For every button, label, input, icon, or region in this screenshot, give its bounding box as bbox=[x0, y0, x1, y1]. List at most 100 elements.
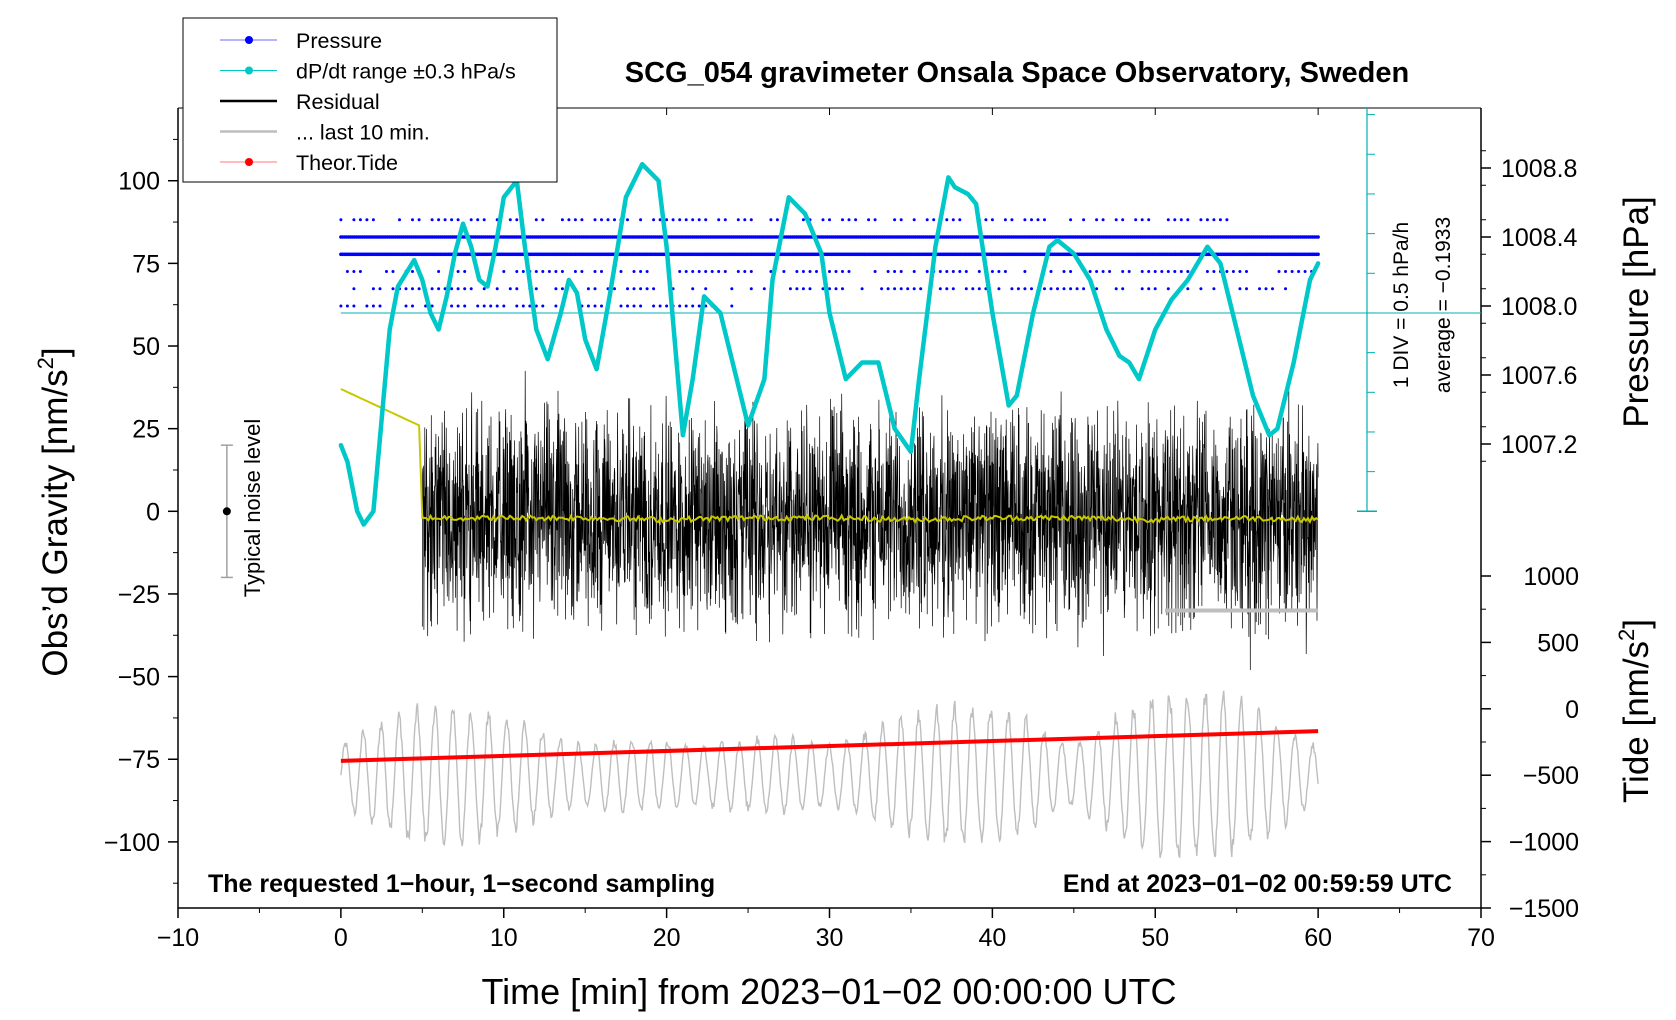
pressure-point bbox=[977, 287, 981, 291]
pressure-point bbox=[1166, 287, 1170, 291]
pressure-point bbox=[723, 270, 727, 273]
pressure-point bbox=[893, 218, 897, 222]
pressure-point bbox=[971, 287, 975, 291]
pressure-point bbox=[775, 218, 779, 222]
pressure-point bbox=[508, 287, 512, 291]
pressure-point bbox=[1121, 287, 1125, 291]
pressure-point bbox=[541, 218, 545, 222]
pressure-point bbox=[828, 218, 831, 222]
pressure-point bbox=[580, 270, 584, 273]
pressure-point bbox=[925, 218, 929, 222]
pressure-point bbox=[736, 270, 740, 273]
legend-label: Residual bbox=[296, 90, 380, 114]
pressure-point bbox=[1258, 287, 1261, 291]
pressure-point bbox=[743, 218, 747, 222]
pressure-point bbox=[958, 270, 962, 273]
pressure-point bbox=[1245, 270, 1248, 273]
pressure-point bbox=[1199, 287, 1203, 291]
pressure-point bbox=[560, 270, 564, 273]
pressure-point bbox=[586, 287, 590, 291]
left-axis-label-main: Obs’d Gravity [nm/s bbox=[36, 369, 75, 676]
pressure-point bbox=[482, 287, 486, 291]
pressure-point bbox=[1179, 218, 1183, 222]
pressure-point bbox=[541, 270, 545, 273]
pressure-point bbox=[437, 287, 441, 291]
pressure-point bbox=[521, 304, 525, 308]
pressure-point bbox=[430, 218, 434, 222]
pressure-point bbox=[801, 287, 805, 291]
pressure-point bbox=[515, 218, 519, 222]
pressure-point bbox=[385, 270, 388, 273]
pressure-point bbox=[1186, 287, 1190, 291]
pressure-point bbox=[671, 218, 675, 222]
pressure-point bbox=[1271, 287, 1274, 291]
pressure-point bbox=[450, 287, 454, 291]
pressure-point bbox=[1173, 218, 1177, 222]
pressure-point bbox=[1186, 218, 1190, 222]
left-axis-label: Obs’d Gravity [nm/s2] bbox=[33, 347, 75, 676]
pressure-point bbox=[893, 270, 897, 273]
pressure-point bbox=[411, 270, 414, 273]
pressure-point bbox=[1140, 270, 1144, 273]
pressure-point bbox=[626, 287, 629, 291]
pressure-point bbox=[456, 287, 460, 291]
pressure-point bbox=[639, 218, 643, 222]
x-tick-label: 50 bbox=[1141, 924, 1169, 952]
pressure-point bbox=[873, 218, 877, 222]
y-tick-label: 75 bbox=[132, 250, 160, 278]
pressure-point bbox=[1023, 270, 1027, 273]
residual-line bbox=[421, 370, 1319, 671]
pressure-point bbox=[977, 270, 981, 273]
pressure-point bbox=[1212, 287, 1216, 291]
pressure-point bbox=[828, 270, 831, 273]
pressure-point bbox=[1036, 218, 1040, 222]
pressure-point bbox=[990, 218, 994, 222]
pressure-point bbox=[1147, 287, 1151, 291]
pressure-point bbox=[938, 287, 942, 291]
pressure-point bbox=[437, 218, 441, 222]
pressure-point bbox=[554, 270, 558, 273]
pressure-point bbox=[1121, 270, 1125, 273]
pressure-point bbox=[1095, 218, 1099, 222]
pressure-point bbox=[554, 304, 558, 308]
pressure-point bbox=[749, 287, 753, 291]
pressure-point bbox=[899, 287, 903, 291]
tide-tick-label: −1500 bbox=[1509, 895, 1579, 923]
pressure-point bbox=[1153, 287, 1157, 291]
x-tick-label: 60 bbox=[1304, 924, 1332, 952]
pressure-point bbox=[1245, 287, 1248, 291]
pressure-point bbox=[502, 304, 506, 308]
pressure-point bbox=[717, 218, 721, 222]
pressure-point bbox=[515, 270, 519, 273]
y-tick-label: −100 bbox=[104, 829, 160, 857]
pressure-point bbox=[580, 218, 584, 222]
pressure-point bbox=[600, 270, 603, 273]
pressure-point bbox=[352, 218, 356, 222]
pressure-point bbox=[469, 287, 473, 291]
pressure-point bbox=[749, 270, 753, 273]
pressure-point bbox=[1231, 270, 1235, 273]
pressure-point bbox=[1069, 218, 1073, 222]
pressure-point bbox=[560, 218, 564, 222]
pressure-point bbox=[619, 304, 623, 308]
pressure-point bbox=[573, 270, 577, 273]
pressure-point bbox=[919, 287, 923, 291]
pressure-point bbox=[358, 218, 362, 222]
pressure-point bbox=[593, 304, 597, 308]
pressure-point bbox=[912, 287, 916, 291]
annotation-average: average = −0.1933 bbox=[1432, 217, 1455, 393]
pressure-layer bbox=[339, 218, 1320, 308]
legend-swatch-marker bbox=[245, 158, 253, 166]
pressure-point bbox=[1101, 218, 1105, 222]
pressure-point bbox=[482, 218, 486, 222]
residual-smoothed-line bbox=[340, 388, 1319, 525]
pressure-point bbox=[893, 287, 897, 291]
pressure-point bbox=[912, 218, 916, 222]
pressure-point bbox=[411, 287, 414, 291]
tide-axis-label-close: ] bbox=[1617, 619, 1656, 629]
pressure-point bbox=[886, 270, 890, 273]
pressure-point bbox=[1238, 287, 1242, 291]
y-tick-label: 100 bbox=[118, 168, 160, 196]
pressure-point bbox=[626, 218, 629, 222]
